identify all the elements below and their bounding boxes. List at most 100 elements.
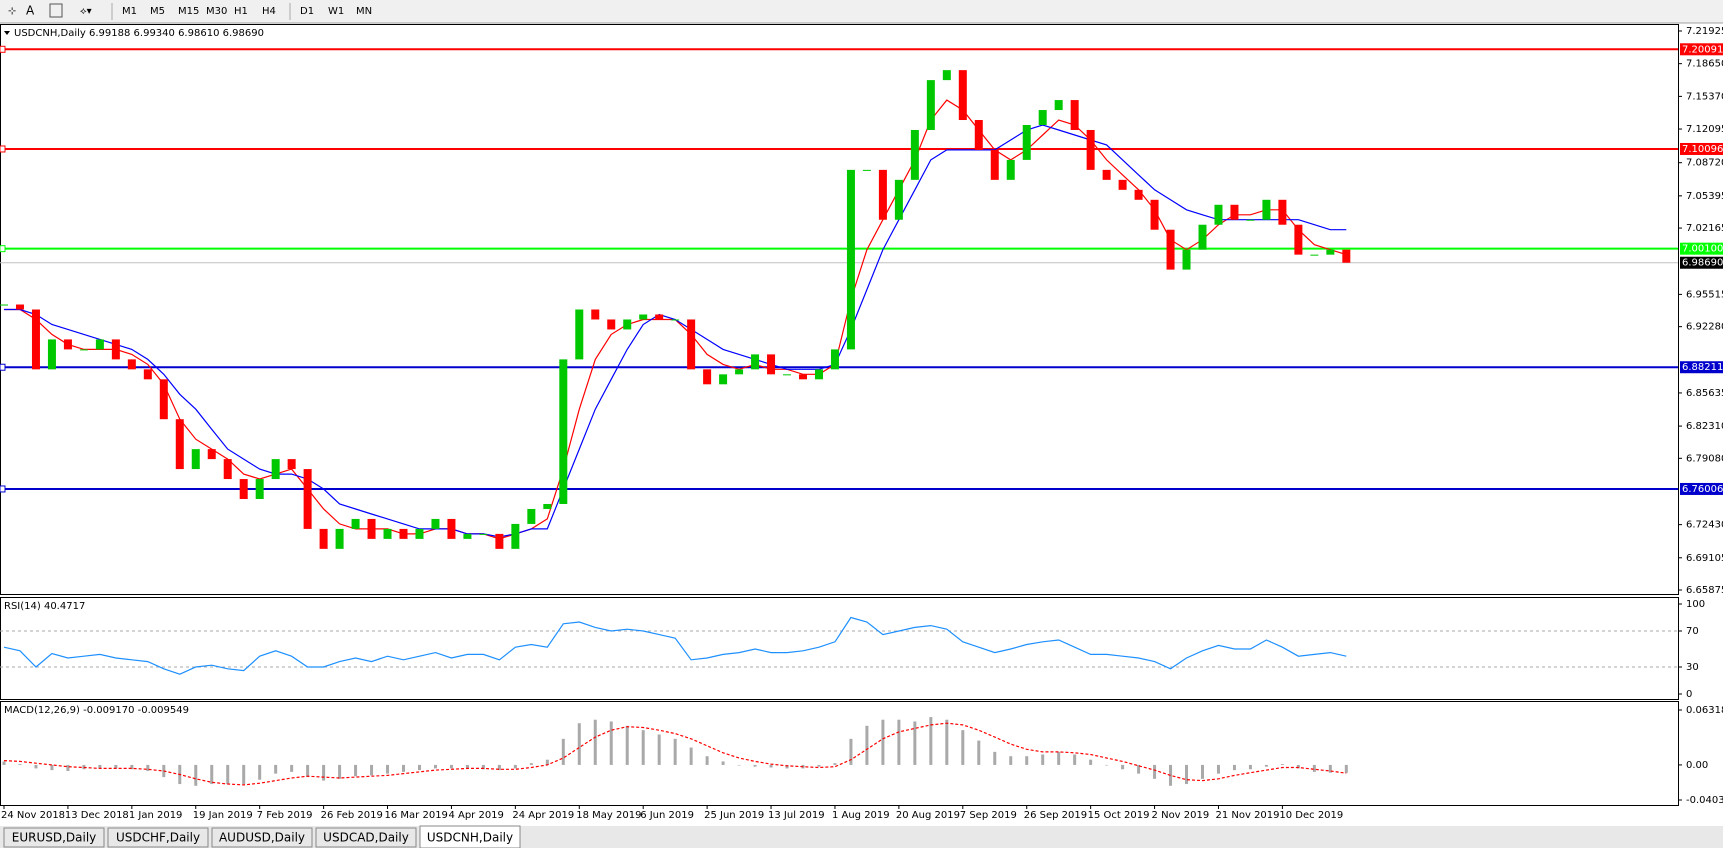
- candle: [127, 359, 136, 370]
- level-label: 7.00100: [1682, 244, 1723, 255]
- tab-background: [315, 827, 417, 848]
- y-tick-label: 0: [1686, 689, 1692, 700]
- tab[interactable]: USDCAD,Daily: [315, 827, 417, 848]
- x-tick-label: 6 Jun 2019: [640, 810, 694, 821]
- panel-title: USDCNH,Daily 6.99188 6.99340 6.98610 6.9…: [14, 28, 264, 39]
- x-tick-label: 1 Jan 2019: [129, 810, 183, 821]
- tab-label[interactable]: USDCHF,Daily: [116, 831, 200, 845]
- macd-bar: [1185, 764, 1189, 785]
- tab[interactable]: AUDUSD,Daily: [211, 827, 313, 848]
- crosshair-icon[interactable]: ⊹: [8, 6, 16, 17]
- candle: [799, 374, 807, 380]
- macd-bar: [561, 738, 565, 765]
- tab[interactable]: USDCHF,Daily: [107, 827, 209, 848]
- y-tick-label: 7.18650: [1686, 59, 1723, 70]
- candle: [95, 339, 104, 350]
- panel-title: MACD(12,26,9) -0.009170 -0.009549: [4, 705, 189, 716]
- macd-bar: [753, 764, 757, 767]
- candle: [255, 479, 264, 499]
- timeframe-button[interactable]: M5: [150, 6, 165, 17]
- macd-bar: [449, 764, 453, 769]
- candle: [367, 518, 376, 539]
- tab-label[interactable]: EURUSD,Daily: [12, 831, 97, 845]
- x-tick-label: 10 Dec 2019: [1279, 810, 1343, 821]
- macd-bar: [50, 764, 54, 771]
- signal-line: [3, 722, 1347, 786]
- macd-bar: [417, 764, 421, 771]
- x-tick-label: 21 Nov 2019: [1215, 810, 1279, 821]
- candle: [223, 459, 232, 480]
- timeframe-button[interactable]: H1: [234, 6, 248, 17]
- candle: [287, 459, 296, 470]
- level-label: 6.76006: [1682, 484, 1723, 495]
- candle: [958, 70, 967, 121]
- macd-bar: [1009, 756, 1013, 765]
- y-tick-label: 100: [1686, 599, 1705, 610]
- macd-bar: [242, 764, 246, 785]
- timeframe-button[interactable]: M1: [122, 6, 137, 17]
- panel-frame: [0, 597, 1679, 700]
- macd-bar: [226, 764, 230, 785]
- macd-bar: [274, 764, 278, 774]
- macd-bar: [1201, 764, 1204, 779]
- candle: [1246, 219, 1255, 221]
- candle: [639, 314, 648, 320]
- candle: [703, 369, 712, 385]
- candle: [1102, 169, 1111, 180]
- timeframe-button[interactable]: M15: [178, 6, 199, 17]
- level-handle: [0, 145, 6, 153]
- candle: [207, 449, 216, 460]
- candle: [447, 518, 456, 539]
- timeframe-button[interactable]: D1: [300, 6, 314, 17]
- candle: [527, 508, 536, 524]
- tab-label[interactable]: AUDUSD,Daily: [219, 831, 305, 845]
- tab[interactable]: USDCNH,Daily: [419, 825, 521, 848]
- candle: [878, 169, 887, 220]
- candle: [271, 459, 280, 480]
- x-tick-label: 16 Mar 2019: [385, 810, 448, 821]
- y-tick-label: 6.72430: [1686, 520, 1723, 531]
- macd-bar: [66, 764, 70, 772]
- text-tool[interactable]: A: [26, 4, 35, 18]
- tab-label[interactable]: USDCAD,Daily: [323, 831, 409, 845]
- macd-bar: [1280, 764, 1284, 765]
- timeframe-button[interactable]: H4: [262, 6, 276, 17]
- candle: [1006, 159, 1015, 180]
- panel-title: RSI(14) 40.4717: [4, 601, 85, 612]
- candle: [1214, 204, 1223, 225]
- candle: [79, 349, 88, 351]
- macd-bar: [1264, 764, 1268, 767]
- level-label-box: [1680, 242, 1723, 255]
- candle: [111, 339, 120, 360]
- macd-bar: [194, 764, 198, 786]
- timeframe-button[interactable]: MN: [356, 6, 372, 17]
- level-label: 7.10096: [1682, 144, 1723, 155]
- tab-background: [3, 827, 105, 848]
- tab[interactable]: EURUSD,Daily: [3, 827, 105, 848]
- macd-bar: [721, 761, 725, 765]
- candle: [303, 469, 312, 529]
- tab-background: [419, 825, 521, 848]
- candle: [47, 339, 56, 370]
- timeframe-button[interactable]: W1: [328, 6, 344, 17]
- tab-label[interactable]: USDCNH,Daily: [427, 831, 513, 845]
- macd-bar: [2, 761, 6, 765]
- y-tick-label: 7.05395: [1686, 191, 1723, 202]
- tab-background: [107, 827, 209, 848]
- candle: [1230, 204, 1239, 220]
- candle: [0, 304, 8, 306]
- candle: [575, 309, 584, 360]
- macd-bar: [881, 719, 885, 765]
- label-tool[interactable]: [49, 3, 63, 18]
- candle: [1054, 100, 1063, 111]
- y-tick-label: 7.21925: [1686, 26, 1723, 37]
- y-tick-label: 6.82310: [1686, 421, 1723, 432]
- shapes-tool[interactable]: ⟡▾: [80, 6, 92, 17]
- tab-background: [211, 827, 313, 848]
- macd-bar: [114, 764, 118, 769]
- candle: [431, 518, 440, 529]
- macd-bar: [1121, 764, 1125, 770]
- timeframe-button[interactable]: M30: [206, 6, 227, 17]
- candle: [1134, 189, 1143, 200]
